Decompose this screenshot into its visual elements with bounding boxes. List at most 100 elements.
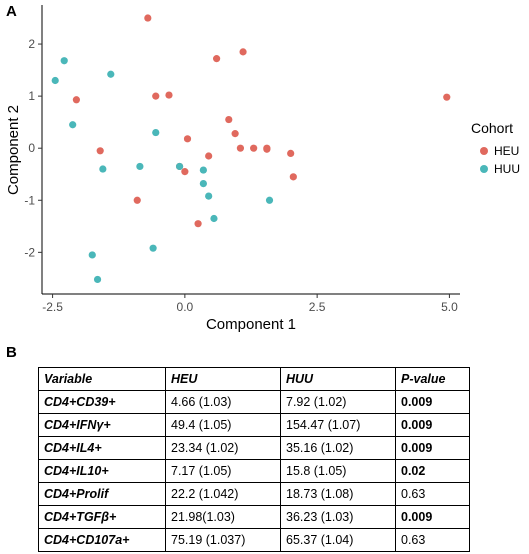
points-layer [51, 14, 451, 284]
cell-variable: CD4+CD107a+ [38, 528, 166, 552]
data-point-heu [443, 93, 451, 101]
cell-huu: 65.37 (1.04) [280, 528, 396, 552]
data-point-heu [236, 144, 245, 152]
data-point-huu [69, 121, 77, 129]
cell-heu: 7.17 (1.05) [165, 459, 281, 483]
data-point-heu [231, 130, 239, 138]
data-point-heu [133, 196, 141, 204]
data-point-huu [205, 192, 213, 200]
header-huu: HUU [280, 367, 396, 391]
data-point-heu [250, 144, 258, 152]
data-point-huu [199, 166, 207, 174]
x-tick-label: 2.5 [309, 300, 326, 314]
x-tick-label: -2.5 [42, 300, 63, 314]
data-point-heu [96, 147, 104, 155]
table-row: CD4+Prolif 22.2 (1.042) 18.73 (1.08) 0.6… [38, 482, 470, 506]
cell-variable: CD4+IL10+ [38, 459, 166, 483]
data-point-huu [265, 196, 274, 204]
data-point-huu [88, 251, 96, 259]
data-point-huu [149, 244, 157, 252]
y-tick-label: -1 [24, 193, 35, 207]
cell-variable: CD4+IL4+ [38, 436, 166, 460]
y-tick-label: 1 [28, 89, 35, 103]
pca-scatter-plot: -2.5 0.0 2.5 5.0 -2 -1 0 1 2 Component 1 Compone… [5, 5, 520, 333]
data-point-heu [263, 144, 271, 152]
data-point-huu [107, 70, 115, 78]
cell-heu: 4.66 (1.03) [165, 390, 281, 414]
table-row: CD4+CD107a+ 75.19 (1.037) 65.37 (1.04) 0… [38, 528, 470, 552]
y-axis-title: Component 2 [5, 105, 22, 195]
data-point-huu [60, 57, 68, 65]
y-tick-label: 0 [28, 141, 35, 155]
data-point-heu [181, 168, 189, 176]
table-row: CD4+IL10+ 7.17 (1.05) 15.8 (1.05) 0.02 [38, 459, 470, 483]
table-row: CD4+IFNγ+ 49.4 (1.05) 154.47 (1.07) 0.00… [38, 413, 470, 437]
data-point-heu [152, 92, 160, 100]
header-heu: HEU [165, 367, 281, 391]
x-tick-label: 5.0 [441, 300, 458, 314]
header-variable: Variable [38, 367, 166, 391]
cell-huu: 35.16 (1.02) [280, 436, 396, 460]
data-point-huu [152, 128, 160, 137]
cell-heu: 22.2 (1.042) [165, 482, 281, 506]
cell-p-value: 0.009 [395, 413, 470, 437]
panel-a-label: A [6, 3, 17, 20]
header-p-value: P-value [395, 367, 470, 391]
data-point-huu [199, 180, 207, 188]
data-point-huu [175, 162, 184, 171]
cell-huu: 18.73 (1.08) [280, 482, 396, 506]
data-point-heu [72, 96, 80, 104]
data-point-huu [99, 165, 107, 173]
data-point-huu [51, 76, 59, 85]
data-point-huu [136, 162, 144, 171]
legend-label-heu: HEU [494, 144, 519, 158]
cell-p-value: 0.02 [395, 459, 470, 483]
legend-label-huu: HUU [494, 162, 520, 176]
data-point-heu [194, 220, 202, 228]
cell-p-value: 0.009 [395, 505, 470, 529]
data-point-heu [289, 173, 297, 181]
legend: Cohort HEU HUU [471, 120, 520, 176]
cell-huu: 7.92 (1.02) [280, 390, 396, 414]
cell-heu: 21.98(1.03) [165, 505, 281, 529]
cell-heu: 49.4 (1.05) [165, 413, 281, 437]
panel-b-label: B [6, 344, 17, 361]
cell-heu: 75.19 (1.037) [165, 528, 281, 552]
data-point-heu [144, 14, 152, 22]
cell-variable: CD4+CD39+ [38, 390, 166, 414]
cell-huu: 36.23 (1.03) [280, 505, 396, 529]
y-tick-label: -2 [24, 245, 35, 259]
cell-p-value: 0.009 [395, 390, 470, 414]
cell-heu: 23.34 (1.02) [165, 436, 281, 460]
data-point-heu [183, 135, 192, 143]
data-point-heu [225, 115, 233, 124]
table-row: CD4+IL4+ 23.34 (1.02) 35.16 (1.02) 0.009 [38, 436, 470, 460]
table-header-row: Variable HEU HUU P-value [38, 367, 470, 391]
cell-variable: CD4+TGFβ+ [38, 505, 166, 529]
legend-marker-heu [480, 147, 488, 155]
data-point-heu [239, 48, 247, 56]
cell-huu: 15.8 (1.05) [280, 459, 396, 483]
x-tick-label: 0.0 [177, 300, 194, 314]
data-point-heu [205, 152, 213, 160]
axes-layer [41, 5, 460, 295]
data-point-heu [165, 91, 173, 99]
legend-marker-huu [480, 165, 488, 173]
data-point-heu [287, 149, 295, 158]
cell-variable: CD4+Prolif [38, 482, 166, 506]
x-axis-title: Component 1 [206, 316, 296, 333]
data-point-heu [213, 55, 221, 63]
cell-p-value: 0.63 [395, 528, 470, 552]
legend-title: Cohort [471, 120, 513, 136]
data-point-huu [93, 275, 102, 284]
cell-variable: CD4+IFNγ+ [38, 413, 166, 437]
ticks-layer: -2.5 0.0 2.5 5.0 -2 -1 0 1 2 [24, 37, 458, 314]
cell-p-value: 0.63 [395, 482, 470, 506]
results-table: Variable HEU HUU P-value CD4+CD39+ 4.66 … [38, 367, 470, 552]
y-tick-label: 2 [28, 37, 35, 51]
data-point-huu [210, 214, 218, 223]
cell-p-value: 0.009 [395, 436, 470, 460]
table-row: CD4+CD39+ 4.66 (1.03) 7.92 (1.02) 0.009 [38, 390, 470, 414]
cell-huu: 154.47 (1.07) [280, 413, 396, 437]
table-row: CD4+TGFβ+ 21.98(1.03) 36.23 (1.03) 0.009 [38, 505, 470, 529]
